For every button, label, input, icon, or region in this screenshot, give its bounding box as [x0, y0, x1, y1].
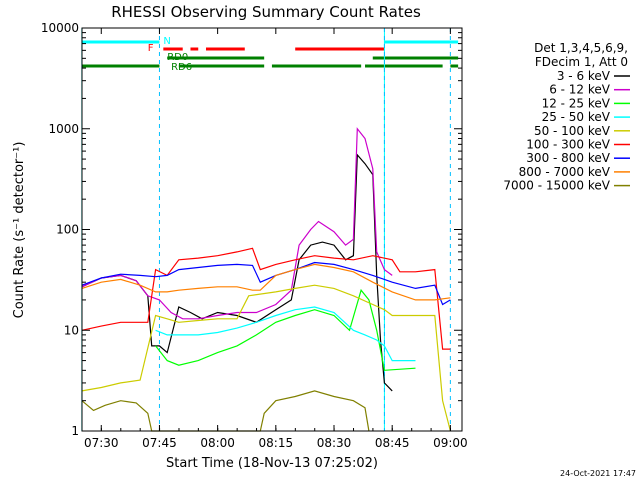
chart-title: RHESSI Observing Summary Count Rates [111, 3, 421, 21]
x-tick-label-1: 07:45 [142, 436, 177, 450]
x-tick-label-3: 08:15 [259, 436, 294, 450]
series-lines [81, 127, 451, 432]
legend-label-1: 6 - 12 keV [549, 83, 611, 97]
legend-header-line-2: FDecim 1, Att 0 [535, 55, 628, 69]
legend-label-4: 50 - 100 keV [534, 124, 611, 138]
flag-label-rd0: RD0 [167, 52, 188, 63]
flag-label-night: N [163, 36, 170, 47]
flag-label-flare: F [148, 43, 154, 54]
legend-header-line-1: Det 1,3,4,5,6,9, [534, 41, 628, 55]
y-tick-label-4: 10000 [41, 21, 79, 35]
x-axis-label: Start Time (18-Nov-13 07:25:02) [166, 456, 378, 471]
legend-label-7: 800 - 7000 keV [519, 165, 611, 179]
x-tick-label-6: 09:00 [433, 436, 468, 450]
series-line-8 [81, 390, 370, 432]
series-line-1 [81, 127, 393, 320]
y-tick-label-2: 100 [56, 223, 79, 237]
flag-label-rd6: RD6 [171, 62, 192, 73]
legend-label-6: 300 - 800 keV [526, 151, 610, 165]
legend-label-8: 7000 - 15000 keV [503, 179, 610, 193]
boundary-lines [81, 28, 451, 431]
x-tick-label-5: 08:45 [375, 436, 410, 450]
axes: 07:30 07:45 08:00 08:15 08:30 08:45 09:00 1 10 10… [41, 21, 468, 450]
series-line-7 [81, 263, 451, 301]
legend-label-2: 12 - 25 keV [542, 96, 611, 110]
x-tick-label-0: 07:30 [84, 436, 119, 450]
series-line-4 [81, 284, 451, 432]
y-tick-label-3: 1000 [48, 122, 79, 136]
x-tick-label-4: 08:30 [317, 436, 352, 450]
y-tick-label-1: 10 [64, 323, 79, 337]
series-line-6 [81, 261, 451, 306]
legend-label-3: 25 - 50 keV [542, 110, 611, 124]
series-line-3 [155, 306, 416, 362]
legend-label-5: 100 - 300 keV [526, 138, 610, 152]
legend-label-0: 3 - 6 keV [557, 69, 611, 83]
y-tick-label-0: 1 [71, 424, 79, 438]
y-axis-label: Count Rate (s⁻¹ detector⁻¹) [12, 142, 27, 319]
series-line-2 [155, 288, 416, 371]
series-line-5 [81, 247, 451, 350]
x-tick-label-2: 08:00 [200, 436, 235, 450]
series-line-0 [81, 153, 393, 392]
plot-frame [81, 27, 463, 432]
timestamp: 24-Oct-2021 17:47 [560, 469, 636, 478]
